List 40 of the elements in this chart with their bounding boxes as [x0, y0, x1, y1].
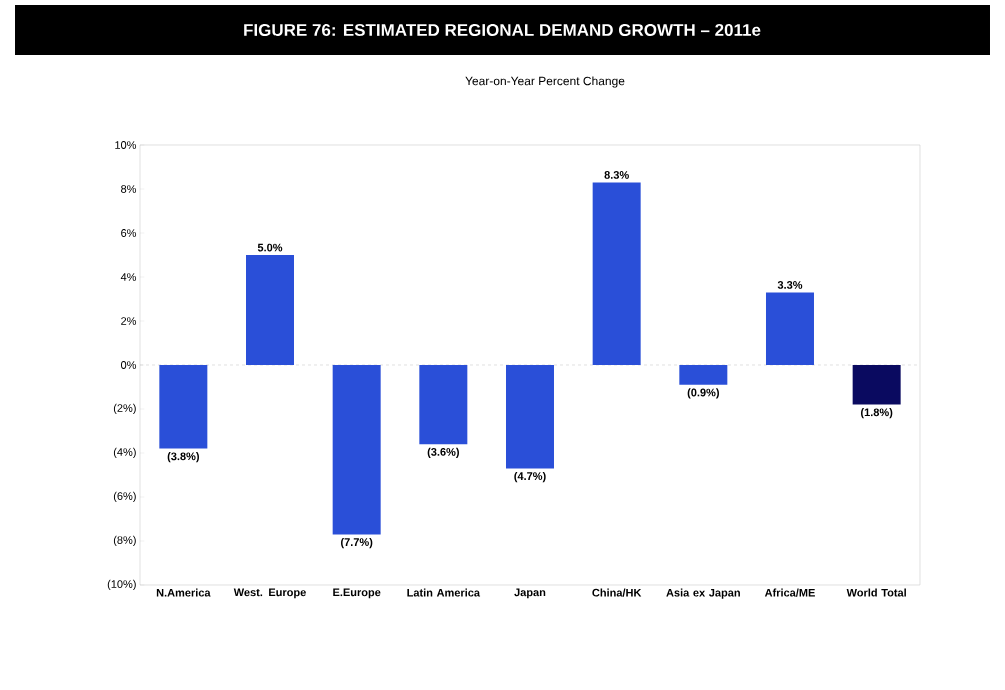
- data-label: (0.9%): [687, 388, 719, 399]
- bar: [852, 364, 901, 405]
- data-label: (1.8%): [861, 408, 893, 419]
- data-label: (4.7%): [514, 471, 546, 483]
- x-tick-label: World Total: [846, 588, 906, 597]
- x-tick-label: Japan: [514, 588, 546, 599]
- y-tick-label: 8%: [121, 185, 137, 193]
- y-tick-label: 4%: [120, 273, 137, 281]
- y-tick-label: 0%: [121, 361, 137, 369]
- bar: [332, 364, 381, 535]
- x-tick-label: Latin America: [407, 588, 481, 597]
- data-label: 5.0%: [257, 243, 283, 252]
- x-tick-label: China/HK: [592, 588, 642, 597]
- bar: [419, 364, 468, 445]
- y-tick-label: 6%: [121, 229, 137, 237]
- x-tick-label: E.Europe: [333, 588, 381, 599]
- x-tick-label: Africa/ME: [764, 588, 815, 597]
- data-label: (3.8%): [167, 452, 199, 463]
- y-tick-label: (2%): [113, 403, 136, 415]
- y-tick-label: (4%): [113, 447, 136, 459]
- bar: [765, 292, 814, 365]
- y-tick-label: (10%): [107, 579, 136, 591]
- data-label: (7.7%): [341, 537, 373, 549]
- chart-subtitle: Year-on-Year Percent Change: [465, 76, 625, 88]
- data-label: 3.3%: [777, 281, 803, 289]
- y-tick-label: (8%): [113, 535, 136, 547]
- bar: [246, 254, 294, 365]
- bar: [592, 182, 641, 365]
- bar: [159, 364, 208, 449]
- x-tick-label: N.America: [156, 588, 211, 597]
- y-tick-label: 10%: [115, 141, 137, 149]
- bar: [506, 364, 554, 469]
- y-tick-label: (6%): [113, 491, 136, 503]
- data-label: (3.6%): [427, 447, 459, 458]
- bar: [679, 364, 728, 385]
- x-tick-label: West. Europe: [233, 588, 306, 599]
- data-label: 8.3%: [604, 171, 629, 179]
- y-tick-label: 2%: [121, 317, 137, 325]
- x-tick-label: Asia ex Japan: [666, 588, 740, 599]
- chart-title: FIGURE 76: ESTIMATED REGIONAL DEMAND GROWTH – 2011e: [244, 23, 761, 37]
